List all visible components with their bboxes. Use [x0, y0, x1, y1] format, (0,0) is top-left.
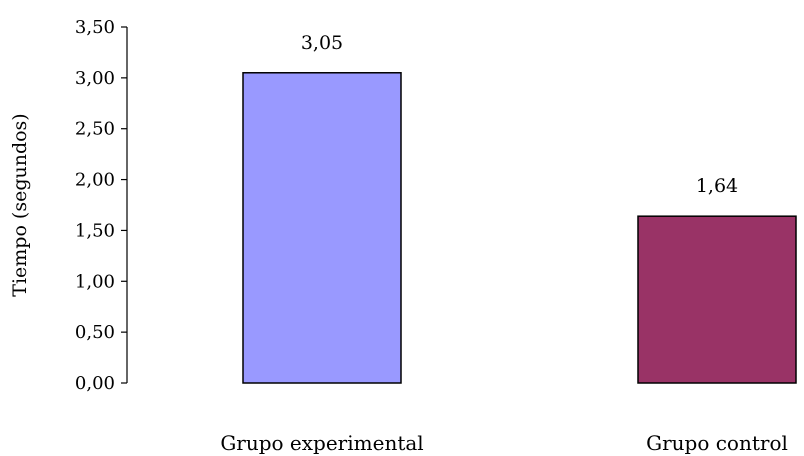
- bar: [242, 72, 402, 384]
- y-tick-label: 0,00: [75, 373, 115, 394]
- data-label: 3,05: [301, 32, 343, 54]
- category-labels: Grupo experimental Grupo control: [220, 431, 788, 455]
- data-label: 1,64: [696, 175, 738, 197]
- y-axis-title: Tiempo (segundos): [9, 113, 31, 296]
- y-tick-label: 2,00: [75, 170, 115, 191]
- y-tick-label: 1,50: [75, 220, 115, 241]
- bars: [242, 72, 797, 384]
- y-tick-label: 3,50: [75, 17, 115, 38]
- category-label: Grupo experimental: [220, 431, 423, 455]
- bar: [637, 215, 797, 384]
- y-axis: 0,00 0,50 1,00 1,50 2,00 2,50 3,00 3,50: [75, 17, 128, 394]
- y-tick-label: 3,00: [75, 68, 115, 89]
- category-label: Grupo control: [646, 431, 788, 455]
- y-tick-label: 0,50: [75, 322, 115, 343]
- y-tick-label: 1,00: [75, 271, 115, 292]
- y-tick-label: 2,50: [75, 119, 115, 140]
- data-labels: 3,05 1,64: [301, 32, 738, 197]
